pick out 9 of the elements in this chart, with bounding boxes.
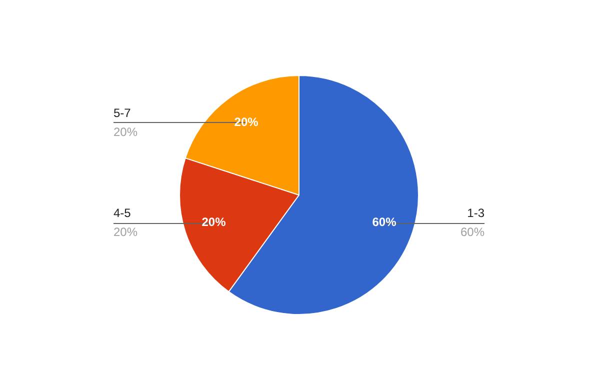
data-label: 60%	[460, 225, 485, 240]
data-label: 20%	[114, 225, 138, 240]
text: 20%	[234, 114, 258, 129]
data-label: 20%	[114, 124, 138, 139]
slice-label: 5-7	[114, 106, 132, 120]
slice-label: 1-3	[467, 206, 485, 220]
text: 60%	[372, 215, 396, 230]
slice-label: 4-5	[114, 206, 132, 220]
text: 20%	[202, 215, 226, 230]
